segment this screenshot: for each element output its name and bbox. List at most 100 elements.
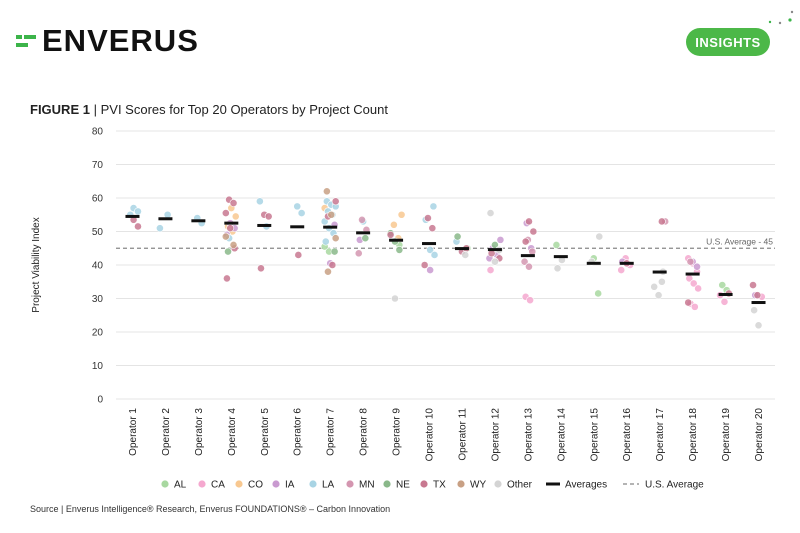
data-point-tx bbox=[294, 251, 303, 259]
average-marker bbox=[718, 292, 733, 296]
x-tick-label: Operator 5 bbox=[260, 408, 271, 456]
x-tick-label: Operator 4 bbox=[227, 408, 238, 456]
data-point-ne bbox=[395, 246, 404, 254]
legend-marker bbox=[494, 480, 502, 488]
average-marker bbox=[685, 272, 700, 276]
legend-marker bbox=[198, 480, 206, 488]
x-tick-label: Operator 16 bbox=[622, 408, 633, 462]
y-tick-label: 30 bbox=[92, 294, 104, 305]
x-tick-label: Operator 13 bbox=[523, 408, 534, 462]
data-point-ca bbox=[486, 266, 495, 274]
data-point-ne bbox=[361, 234, 370, 243]
data-point-co bbox=[231, 212, 240, 221]
x-tick-label: Operator 20 bbox=[754, 408, 765, 462]
x-tick-label: Operator 12 bbox=[490, 408, 501, 462]
x-tick-label: Operator 6 bbox=[293, 408, 304, 456]
data-point-la bbox=[429, 202, 438, 211]
data-point-other bbox=[461, 251, 470, 259]
data-point-tx bbox=[521, 237, 530, 246]
data-point-ne bbox=[453, 232, 462, 241]
legend-marker bbox=[272, 480, 280, 488]
legend-marker bbox=[235, 480, 243, 488]
y-tick-label: 50 bbox=[92, 227, 104, 238]
data-point-ia bbox=[496, 235, 505, 244]
data-point-other bbox=[595, 232, 604, 241]
data-point-mn bbox=[358, 215, 366, 224]
average-marker bbox=[323, 225, 338, 229]
data-point-other bbox=[491, 257, 499, 266]
data-point-tx bbox=[226, 224, 235, 233]
data-point-wy bbox=[229, 240, 238, 249]
data-point-tx bbox=[420, 261, 429, 269]
data-point-other bbox=[750, 306, 759, 315]
data-point-other bbox=[391, 294, 399, 303]
data-point-wy bbox=[327, 210, 336, 219]
average-marker bbox=[224, 221, 239, 225]
figure-separator: | bbox=[93, 102, 97, 117]
legend-label: AL bbox=[174, 480, 187, 491]
data-point-al bbox=[552, 240, 561, 249]
average-marker bbox=[520, 254, 535, 258]
data-point-other bbox=[486, 209, 495, 217]
data-point-tx bbox=[753, 291, 762, 300]
data-point-tx bbox=[684, 298, 693, 307]
data-point-wy bbox=[221, 232, 230, 241]
data-point-tx bbox=[657, 217, 666, 226]
y-tick-label: 70 bbox=[92, 160, 104, 171]
y-tick-label: 40 bbox=[92, 261, 104, 272]
average-marker bbox=[125, 214, 140, 218]
legend-label: CO bbox=[248, 480, 263, 491]
x-tick-label: Operator 11 bbox=[457, 408, 468, 461]
data-point-la bbox=[163, 210, 172, 219]
average-marker bbox=[422, 242, 437, 246]
data-point-ca bbox=[617, 266, 626, 274]
data-point-other bbox=[553, 264, 562, 273]
source-note: Source | Enverus Intelligence® Research,… bbox=[30, 504, 391, 514]
average-marker bbox=[356, 231, 371, 235]
data-point-tx bbox=[223, 274, 231, 283]
y-axis-label: Project Viability Index bbox=[31, 217, 42, 312]
enverus-logo: ENVERUS bbox=[16, 23, 199, 58]
data-point-tx bbox=[331, 197, 340, 206]
data-point-wy bbox=[324, 267, 332, 276]
x-tick-label: Operator 7 bbox=[326, 408, 337, 456]
data-point-mn bbox=[354, 249, 363, 258]
data-point-la bbox=[426, 246, 435, 254]
brand-name: ENVERUS bbox=[42, 23, 199, 58]
data-point-tx bbox=[424, 214, 432, 222]
data-point-ca bbox=[720, 297, 729, 306]
legend-label: U.S. Average bbox=[645, 480, 704, 491]
average-marker bbox=[751, 301, 766, 305]
legend-label: LA bbox=[322, 480, 335, 491]
average-marker bbox=[454, 247, 469, 251]
data-point-mn bbox=[686, 257, 695, 266]
x-tick-label: Operator 1 bbox=[128, 408, 139, 456]
x-tick-label: Operator 14 bbox=[556, 408, 567, 462]
average-marker bbox=[290, 225, 305, 229]
figure-title-text: PVI Scores for Top 20 Operators by Proje… bbox=[100, 102, 388, 117]
data-point-tx bbox=[328, 261, 337, 269]
x-tick-label: Operator 8 bbox=[359, 408, 370, 456]
data-point-al bbox=[718, 281, 727, 289]
average-marker bbox=[389, 238, 404, 242]
average-marker bbox=[586, 261, 601, 265]
y-tick-label: 60 bbox=[92, 194, 104, 205]
data-point-la bbox=[156, 224, 164, 233]
data-point-tx bbox=[386, 230, 395, 239]
average-marker bbox=[553, 255, 568, 259]
figure-title: FIGURE 1 | PVI Scores for Top 20 Operato… bbox=[30, 102, 388, 117]
x-tick-label: Operator 2 bbox=[161, 408, 172, 456]
legend-label: IA bbox=[285, 480, 295, 491]
data-point-ne bbox=[224, 247, 232, 256]
data-point-tx bbox=[749, 281, 757, 289]
legend-marker bbox=[346, 480, 354, 488]
data-point-tx bbox=[428, 224, 437, 233]
data-point-tx bbox=[229, 199, 238, 207]
average-marker bbox=[652, 270, 667, 274]
data-point-tx bbox=[264, 212, 273, 221]
insights-badge[interactable]: INSIGHTS bbox=[686, 28, 770, 56]
average-marker bbox=[191, 219, 206, 223]
x-tick-label: Operator 9 bbox=[392, 408, 403, 456]
legend-label: MN bbox=[359, 480, 375, 491]
